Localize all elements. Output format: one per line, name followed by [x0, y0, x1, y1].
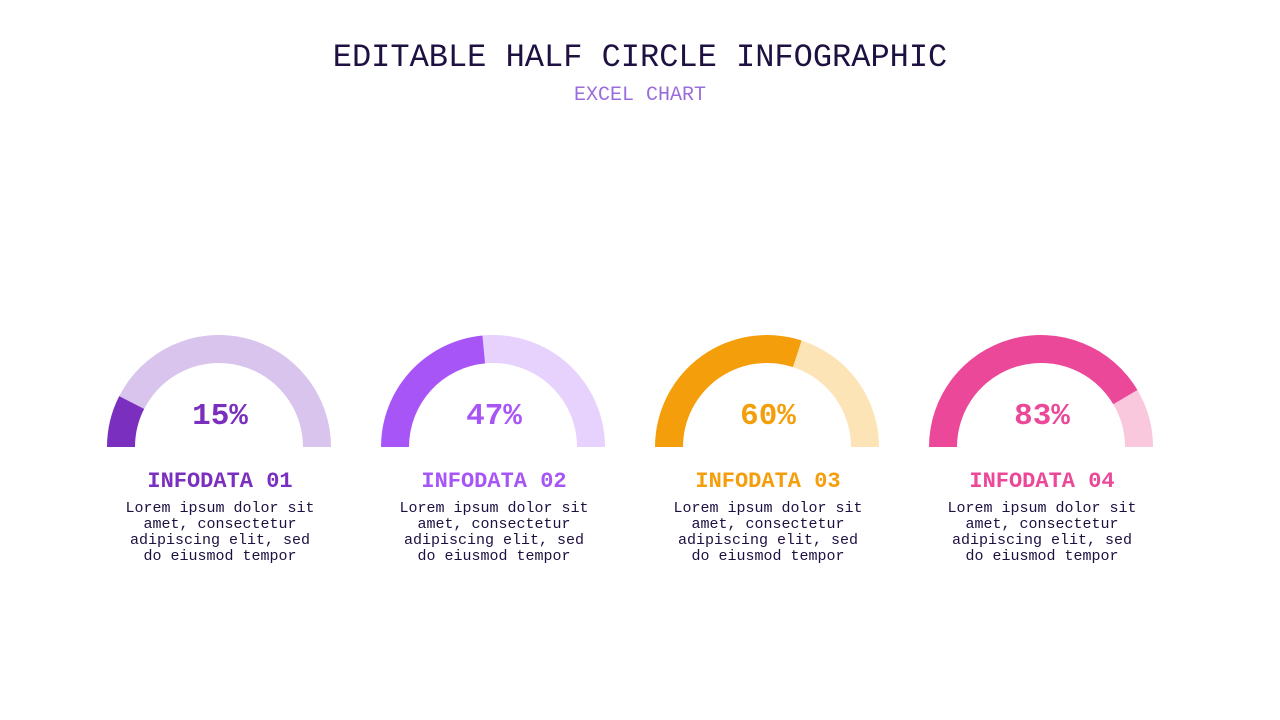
- gauge-1: 15% INFODATA 01 Lorem ipsum dolor sit am…: [90, 320, 350, 580]
- gauge-1-arc-svg: [107, 335, 332, 447]
- gauge-2: 47% INFODATA 02 Lorem ipsum dolor sit am…: [364, 320, 624, 580]
- gauge-3-track-arc: [792, 340, 879, 447]
- gauge-1-description: Lorem ipsum dolor sit amet, consectetur …: [125, 500, 315, 565]
- gauge-3-percent: 60%: [740, 399, 796, 434]
- gauge-3-value-arc: [655, 334, 802, 447]
- gauge-2-label: INFODATA 02: [421, 469, 567, 494]
- gauge-1-value-arc: [107, 396, 145, 447]
- gauge-4-value-arc: [929, 335, 1138, 447]
- gauge-2-value-arc: [381, 335, 486, 447]
- gauge-2-percent: 47%: [466, 399, 522, 434]
- page-subtitle: EXCEL CHART: [573, 84, 707, 107]
- gauge-3-label: INFODATA 03: [695, 469, 841, 494]
- gauge-1-track-arc: [119, 335, 332, 447]
- gauge-1-percent: 15%: [192, 399, 248, 434]
- gauge-3-arc-svg: [655, 334, 879, 447]
- gauge-2-description: Lorem ipsum dolor sit amet, consectetur …: [399, 500, 589, 565]
- page-title: EDITABLE HALF CIRCLE INFOGRAPHIC: [332, 39, 948, 76]
- gauge-2-arc-svg: [381, 335, 605, 447]
- gauge-3-description: Lorem ipsum dolor sit amet, consectetur …: [673, 500, 863, 565]
- gauge-1-label: INFODATA 01: [147, 469, 293, 494]
- gauge-4-arc-svg: [929, 335, 1153, 447]
- gauge-4-description: Lorem ipsum dolor sit amet, consectetur …: [947, 500, 1137, 565]
- gauge-4: 83% INFODATA 04 Lorem ipsum dolor sit am…: [912, 320, 1172, 580]
- gauge-3: 60% INFODATA 03 Lorem ipsum dolor sit am…: [638, 320, 898, 580]
- gauge-2-track-arc: [482, 335, 605, 447]
- gauge-4-track-arc: [1113, 389, 1153, 447]
- gauge-4-label: INFODATA 04: [969, 469, 1115, 494]
- gauge-4-percent: 83%: [1014, 399, 1070, 434]
